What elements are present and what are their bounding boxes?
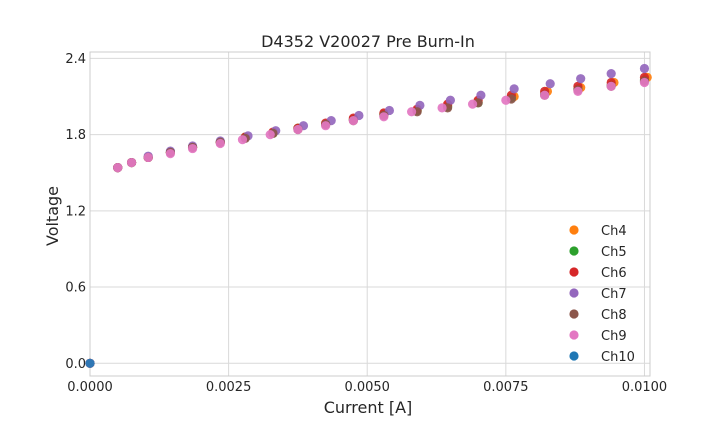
data-point — [476, 90, 486, 100]
legend-marker — [569, 288, 579, 298]
data-point — [379, 112, 389, 122]
legend-entry: Ch10 — [601, 350, 635, 365]
legend-entry: Ch5 — [601, 245, 627, 260]
x-tick-label: 0.0025 — [206, 380, 252, 395]
y-tick-label: 0.0 — [65, 357, 86, 372]
data-point — [437, 103, 447, 113]
plot-frame — [89, 51, 651, 377]
y-tick-label: 2.4 — [65, 52, 86, 67]
data-point — [126, 157, 137, 168]
data-point — [406, 107, 417, 117]
x-tick-label: 0.0100 — [622, 380, 668, 395]
legend-entry: Ch8 — [601, 308, 627, 323]
legend-marker — [569, 351, 579, 361]
x-tick-label: 0.0075 — [483, 380, 529, 395]
data-point — [348, 116, 358, 126]
x-tick-label: 0.0050 — [344, 380, 390, 395]
data-point — [573, 86, 583, 96]
data-point — [639, 77, 650, 88]
x-tick-label: 0.0000 — [67, 380, 113, 395]
data-point — [501, 95, 511, 105]
data-point — [187, 143, 198, 154]
legend-entry: Ch4 — [601, 224, 627, 239]
y-tick-label: 0.6 — [65, 281, 86, 296]
data-point — [467, 99, 478, 109]
legend-marker — [569, 309, 579, 319]
data-point — [545, 79, 555, 89]
data-point — [237, 135, 248, 145]
data-point — [540, 90, 550, 100]
chart-title: D4352 V20027 Pre Burn-In — [261, 32, 475, 51]
data-point — [321, 121, 331, 131]
y-tick-label: 1.8 — [65, 128, 86, 143]
legend-entry: Ch6 — [601, 266, 627, 281]
legend: Ch4 Ch5 Ch6 Ch7 Ch8 Ch9 Ch10 — [569, 224, 635, 365]
data-point — [165, 149, 175, 159]
tick-labels: 0.0000 0.0025 0.0050 0.0075 0.0100 0.0 0.6 1.2 1… — [65, 52, 667, 395]
data-points — [85, 63, 652, 368]
data-point — [576, 74, 586, 84]
series-ch4 — [85, 72, 652, 368]
legend-marker — [569, 225, 579, 235]
legend-entry: Ch7 — [601, 287, 627, 302]
legend-marker — [569, 330, 579, 340]
data-point — [606, 81, 616, 91]
grid — [89, 52, 650, 376]
data-point — [509, 84, 519, 94]
data-point — [85, 358, 95, 368]
x-axis-label: Current [A] — [324, 398, 413, 417]
legend-marker — [569, 267, 579, 277]
data-point — [293, 124, 303, 135]
data-point — [143, 152, 153, 163]
data-point — [445, 95, 455, 105]
data-point — [113, 163, 123, 173]
data-point — [215, 138, 225, 149]
data-point — [265, 129, 275, 140]
series-ch10 — [85, 358, 95, 368]
data-point — [606, 69, 616, 79]
legend-entry: Ch9 — [601, 329, 627, 344]
data-point — [639, 63, 650, 74]
y-tick-label: 1.2 — [65, 204, 86, 219]
y-axis-label: Voltage — [43, 186, 62, 246]
legend-marker — [569, 246, 579, 256]
